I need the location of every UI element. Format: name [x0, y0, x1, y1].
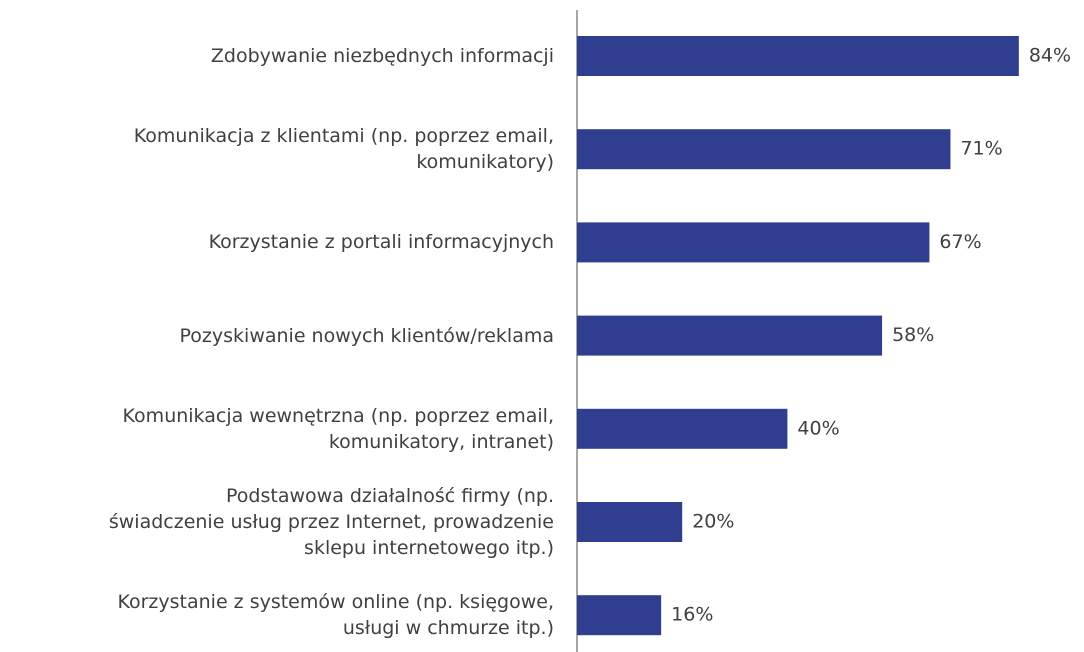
bar [577, 222, 930, 263]
category-label: Zdobywanie niezbędnych informacji [210, 45, 554, 67]
value-label: 40% [797, 417, 839, 439]
value-label: 84% [1029, 45, 1071, 67]
value-label: 16% [671, 604, 713, 626]
bar [577, 595, 662, 636]
bar [577, 129, 951, 170]
value-label: 20% [692, 511, 734, 533]
bar [577, 502, 683, 542]
value-label: 67% [939, 231, 981, 253]
category-label: Korzystanie z systemów online (np. księg… [117, 591, 554, 640]
bar [577, 315, 883, 356]
bar [577, 408, 788, 449]
bar [577, 36, 1019, 76]
category-label: Podstawowa działalność firmy (np. świadc… [108, 485, 554, 559]
value-label: 58% [892, 324, 934, 346]
category-label: Pozyskiwanie nowych klientów/reklama [179, 324, 554, 347]
category-label: Komunikacja wewnętrzna (np. poprzez emai… [122, 404, 554, 453]
category-label: Komunikacja z klientami (np. poprzez ema… [133, 125, 554, 174]
category-label: Korzystanie z portali informacyjnych [208, 231, 554, 254]
value-label: 71% [960, 138, 1002, 160]
